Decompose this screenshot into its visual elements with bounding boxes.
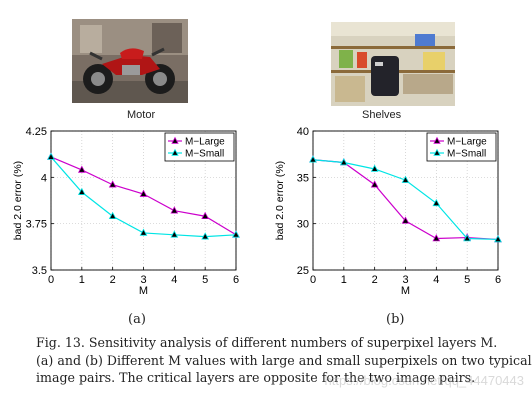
shelves-title: Shelves — [362, 109, 402, 121]
shelves-legend-label: M−Small — [447, 149, 486, 160]
motor-legend-marker — [171, 136, 179, 144]
motor-series-small-point — [170, 230, 179, 238]
motor-ytick-label: 3.5 — [32, 265, 47, 277]
motor-xlabel: M — [139, 285, 148, 297]
motor-legend-label: M−Small — [185, 149, 224, 160]
motor-legend-label: M−Large — [185, 137, 225, 148]
shelves-series-small-point — [370, 164, 379, 172]
shelves-series-large-point — [401, 216, 410, 224]
motor-series-large-point — [170, 206, 179, 214]
motor-series-small-point — [201, 232, 210, 240]
motor-legend — [164, 132, 235, 162]
shelves-xlabel: M — [401, 285, 410, 297]
shelves-legend-label: M−Large — [447, 137, 487, 148]
motor-xtick-label: 4 — [171, 274, 177, 286]
caption-line-3: image pairs. The critical layers are opp… — [36, 370, 476, 385]
shelves-photo — [331, 22, 455, 106]
motor-series-small-point — [232, 230, 240, 238]
shelves-ytick-label: 30 — [297, 219, 309, 231]
shelves-ylabel: bad 2.0 error (%) — [274, 161, 286, 240]
motor-xtick-label: 2 — [110, 274, 116, 286]
shelves-series-small-point — [339, 158, 348, 166]
watermark: https://blog.csdn.net/qq_44470443 — [324, 373, 525, 388]
sublabel-b: (b) — [386, 312, 405, 327]
motor-series-small-point — [47, 152, 55, 160]
shelves-ytick-label: 25 — [297, 265, 309, 277]
shelves-legend — [426, 132, 497, 162]
shelves-xtick-label: 4 — [433, 274, 439, 286]
motor-xtick-label: 5 — [202, 274, 208, 286]
motor-xtick-label: 3 — [140, 274, 146, 286]
motor-photo — [72, 19, 188, 103]
motor-series-small-point — [77, 187, 86, 195]
shelves-series-small-point — [494, 234, 502, 243]
motor-series-large-point — [139, 189, 148, 197]
motor-series-small-point — [139, 228, 148, 236]
motor-legend-marker — [171, 148, 179, 156]
shelves-xtick-label: 1 — [341, 274, 347, 286]
shelves-xtick-label: 5 — [464, 274, 470, 286]
shelves-ytick-label: 40 — [297, 126, 309, 138]
motor-series-small-point — [108, 211, 117, 220]
shelves-ytick-label: 35 — [297, 172, 309, 184]
shelves-series-large-point — [432, 234, 441, 242]
motor-title: Motor — [127, 109, 156, 121]
motor-series-large-point — [108, 180, 117, 188]
motor-ytick-label: 4.25 — [26, 126, 47, 138]
motor-series-large-point — [77, 165, 86, 173]
shelves-legend-marker — [433, 148, 441, 156]
motor-xtick-label: 0 — [48, 274, 54, 286]
shelves-xtick-label: 0 — [310, 274, 316, 286]
sublabel-a: (a) — [128, 312, 146, 327]
shelves-series-small-point — [463, 234, 472, 242]
motor-ylabel: bad 2.0 error (%) — [12, 161, 24, 240]
shelves-series-small-point — [432, 198, 441, 207]
shelves-legend-marker — [433, 136, 441, 144]
caption-line-2: (a) and (b) Different M values with larg… — [36, 352, 532, 368]
shelves-series-small-point — [309, 155, 317, 163]
motor-ytick-label: 4 — [41, 172, 47, 184]
shelves-xtick-label: 6 — [495, 274, 501, 286]
shelves-xtick-label: 2 — [372, 274, 378, 286]
caption-line-1: Fig. 13. Sensitivity analysis of differe… — [36, 335, 498, 350]
motor-xtick-label: 1 — [79, 274, 85, 286]
shelves-series-small-point — [401, 175, 410, 183]
shelves-xtick-label: 3 — [402, 274, 408, 286]
motor-xtick-label: 6 — [233, 274, 239, 286]
figure-caption: Fig. 13. Sensitivity analysis of differe… — [36, 334, 532, 387]
shelves-series-large-point — [370, 180, 379, 188]
motor-series-large-point — [201, 211, 210, 220]
motor-ytick-label: 3.75 — [26, 219, 47, 231]
